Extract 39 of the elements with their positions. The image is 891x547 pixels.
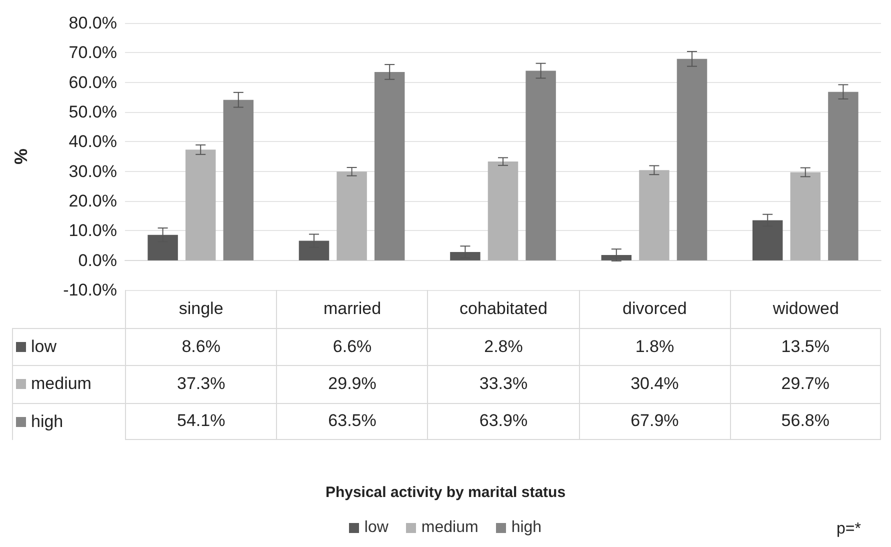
legend-label: high <box>31 412 64 432</box>
data-label: 37.3% <box>125 365 276 402</box>
text: high <box>511 519 542 536</box>
data-label: 30.4% <box>578 365 730 402</box>
y-tick-label: 50.0% <box>68 102 117 122</box>
data-label: 13.5% <box>730 328 881 365</box>
data-label: 1.8% <box>578 328 730 365</box>
y-tick-label: 70.0% <box>68 43 117 62</box>
data-label: 54.1% <box>125 402 276 440</box>
x-tick-label: cohabitated <box>427 290 579 328</box>
legend-label: low <box>31 336 57 357</box>
y-axis-title: % <box>11 148 31 165</box>
y-tick-label: 20.0% <box>68 192 117 210</box>
x-tick-label: divorced <box>578 290 730 328</box>
x-tick-label: single <box>125 290 276 328</box>
y-tick-label: 10.0% <box>68 221 117 240</box>
x-tick-label: married <box>276 290 428 328</box>
y-tick-label: -10.0% <box>63 280 117 300</box>
y-tick-label: 60.0% <box>68 72 117 92</box>
legend-label: medium <box>31 374 92 394</box>
text: Physical activity by marital status <box>325 484 566 501</box>
data-label: 6.6% <box>276 328 428 365</box>
text: medium <box>421 519 478 536</box>
y-tick-label: 80.0% <box>68 14 117 32</box>
y-tick-label: 0.0% <box>78 250 117 270</box>
data-label: 8.6% <box>125 328 276 365</box>
y-tick-label: 40.0% <box>68 132 117 152</box>
data-label: 67.9% <box>578 402 730 440</box>
text: p=* <box>836 520 861 538</box>
text: low <box>364 519 388 536</box>
data-label: 2.8% <box>427 328 579 365</box>
data-label: 33.3% <box>427 365 579 402</box>
data-label: 63.5% <box>276 402 428 440</box>
y-tick-label: 30.0% <box>68 162 117 181</box>
data-label: 63.9% <box>427 402 579 440</box>
data-label: 29.7% <box>730 365 881 402</box>
x-tick-label: widowed <box>730 290 881 328</box>
data-label: 29.9% <box>276 365 428 402</box>
data-label: 56.8% <box>730 402 881 440</box>
